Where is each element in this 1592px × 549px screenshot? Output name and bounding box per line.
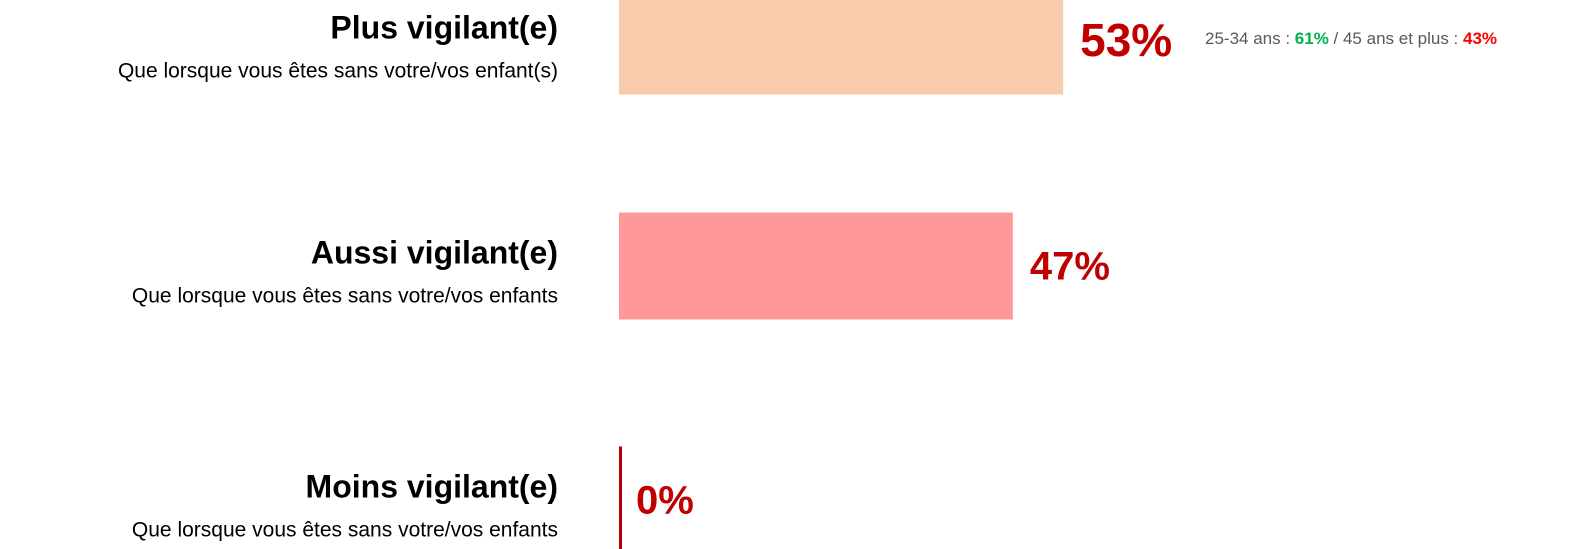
category-label: Aussi vigilant(e) [311, 234, 558, 270]
annotation-text: 25-34 ans : [1205, 29, 1295, 48]
value-label: 47% [1030, 245, 1110, 289]
annotation-value: 61% [1295, 29, 1329, 48]
bar [619, 212, 1013, 320]
value-label: 0% [636, 479, 694, 523]
annotation-value: 43% [1463, 29, 1497, 48]
bar-edge [619, 0, 622, 95]
value-label: 53% [1080, 14, 1172, 66]
category-subtitle: Que lorsque vous êtes sans votre/vos enf… [118, 60, 558, 83]
category-subtitle: Que lorsque vous êtes sans votre/vos enf… [132, 285, 558, 308]
annotation: 25-34 ans : 61% / 45 ans et plus : 43% [1205, 29, 1497, 48]
category-subtitle: Que lorsque vous êtes sans votre/vos enf… [132, 519, 558, 542]
category-label: Moins vigilant(e) [306, 468, 558, 504]
bar-edge [619, 446, 622, 549]
bar [619, 0, 1064, 95]
annotation-text: / 45 ans et plus : [1329, 29, 1463, 48]
bar-edge [619, 212, 622, 320]
category-label: Plus vigilant(e) [330, 9, 558, 45]
